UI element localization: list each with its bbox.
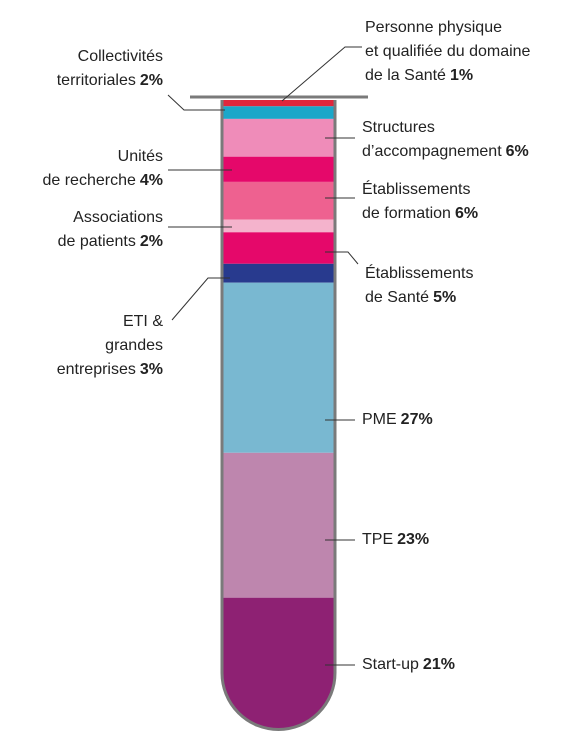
label-text: et qualifiée du domaine <box>365 43 531 60</box>
segment-label: Établissements <box>365 263 474 282</box>
segment-label: de la Santé 1% <box>365 67 473 84</box>
leader-line <box>167 94 225 111</box>
segment-label: Établissements <box>362 179 471 198</box>
value-label: 6% <box>455 205 478 222</box>
segment-label: Unités <box>118 148 163 165</box>
label-text: d’accompagnement <box>362 143 502 160</box>
label-text: de formation <box>362 205 451 222</box>
label-text: de patients <box>58 233 136 250</box>
tube-outline <box>220 100 337 731</box>
segment-label: et qualifiée du domaine <box>365 43 531 60</box>
leader-line <box>171 277 230 321</box>
segment <box>222 263 335 283</box>
label-text: Start-up <box>362 656 419 673</box>
tube-fill <box>222 100 335 730</box>
label-text: Collectivités <box>78 48 163 65</box>
segment <box>222 597 335 730</box>
value-label: 27% <box>401 411 433 428</box>
segment-label: Collectivités <box>78 48 163 65</box>
leader-line <box>281 46 362 102</box>
label-text: Établissements <box>365 263 474 282</box>
segment-label: Start-up 21% <box>362 656 455 673</box>
segment-label: Associations <box>73 209 163 226</box>
value-label: 2% <box>140 72 163 89</box>
segment <box>222 282 335 453</box>
label-text: de la Santé <box>365 67 446 84</box>
value-label: 5% <box>433 289 456 306</box>
label-text: Associations <box>73 209 163 226</box>
segment <box>222 118 335 157</box>
segment-label: Structures <box>362 119 435 136</box>
segment <box>222 156 335 182</box>
label-text: grandes <box>105 337 163 354</box>
segment-label: TPE 23% <box>362 531 429 548</box>
value-label: 21% <box>423 656 455 673</box>
segment-label: entreprises 3% <box>57 361 163 378</box>
value-label: 6% <box>506 143 529 160</box>
label-text: entreprises <box>57 361 136 378</box>
label-text: PME <box>362 411 397 428</box>
segment-label: grandes <box>105 337 163 354</box>
segment-label: d’accompagnement 6% <box>362 143 529 160</box>
label-text: territoriales <box>57 72 136 89</box>
label-text: Établissements <box>362 179 471 198</box>
segment-label: de recherche 4% <box>42 172 163 189</box>
value-label: 4% <box>140 172 163 189</box>
label-text: de Santé <box>365 289 429 306</box>
value-label: 2% <box>140 233 163 250</box>
value-label: 23% <box>397 531 429 548</box>
label-text: Personne physique <box>365 19 502 36</box>
leader-line <box>325 251 359 265</box>
label-text: TPE <box>362 531 393 548</box>
value-label: 3% <box>140 361 163 378</box>
segment <box>222 232 335 264</box>
label-text: Structures <box>362 119 435 136</box>
label-text: de recherche <box>42 172 135 189</box>
segment <box>222 219 335 233</box>
segment-label: de formation 6% <box>362 205 478 222</box>
segment <box>222 452 335 598</box>
segment <box>222 181 335 220</box>
segment-label: de Santé 5% <box>365 289 456 306</box>
segment-label: ETI & <box>123 313 163 330</box>
segment <box>222 106 335 119</box>
segment-label: Personne physique <box>365 19 502 36</box>
label-text: Unités <box>118 148 163 165</box>
segment-label: de patients 2% <box>58 233 163 250</box>
segment-label: territoriales 2% <box>57 72 163 89</box>
label-text: ETI & <box>123 313 163 330</box>
segment-label: PME 27% <box>362 411 433 428</box>
segment <box>222 100 335 107</box>
value-label: 1% <box>450 67 473 84</box>
